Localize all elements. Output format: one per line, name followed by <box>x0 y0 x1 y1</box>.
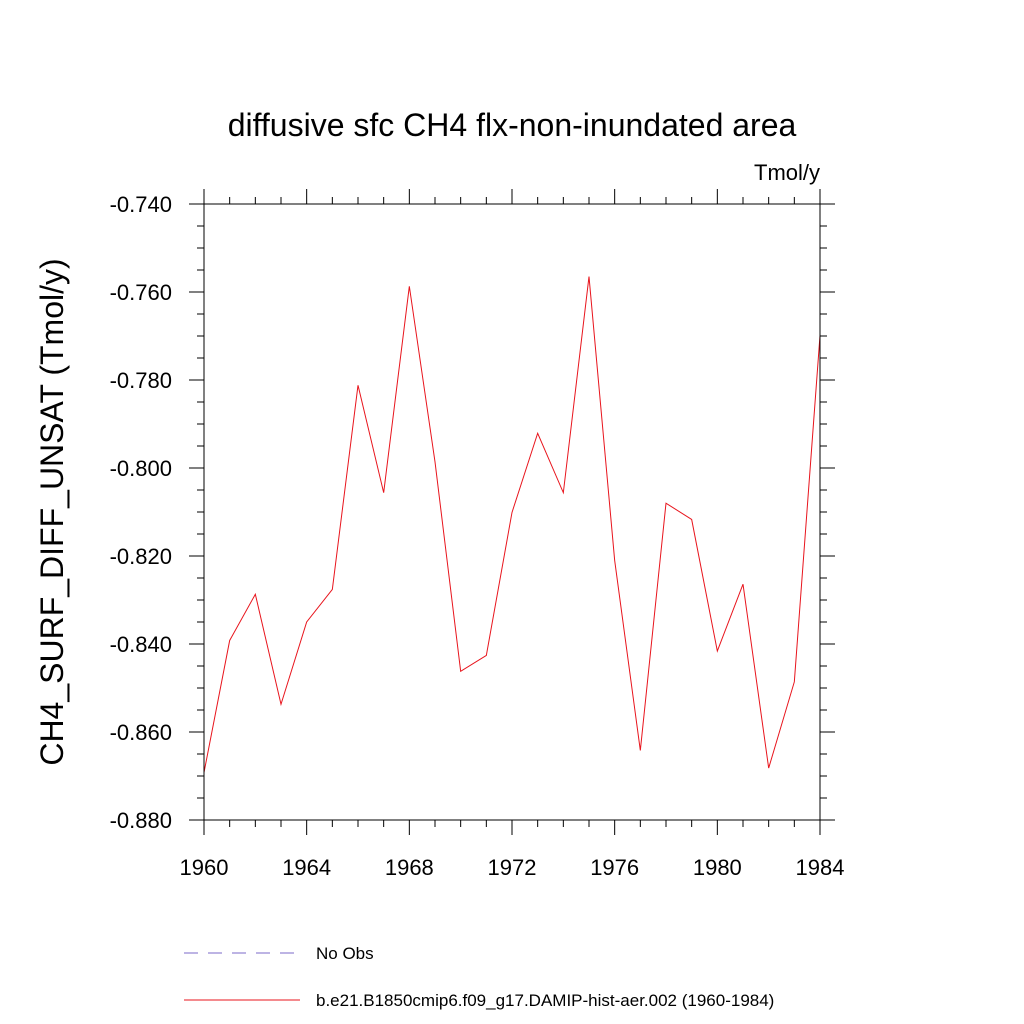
y-axis-label: CH4_SURF_DIFF_UNSAT (Tmol/y) <box>34 258 70 765</box>
units-label: Tmol/y <box>754 160 820 185</box>
y-tick-label: -0.820 <box>110 544 172 569</box>
x-tick-label: 1976 <box>590 855 639 880</box>
x-tick-label: 1964 <box>282 855 331 880</box>
y-tick-label: -0.760 <box>110 280 172 305</box>
plot-frame <box>203 203 821 821</box>
tick-labels: 1960 1964 1968 1972 1976 1980 1984 -0.740 -0.760… <box>110 192 845 880</box>
x-tick-label: 1960 <box>180 855 229 880</box>
y-tick-label: -0.840 <box>110 632 172 657</box>
y-tick-label: -0.800 <box>110 456 172 481</box>
series-layer <box>203 276 821 773</box>
legend: No Obs b.e21.B1850cmip6.f09_g17.DAMIP-hi… <box>184 944 774 1010</box>
series-line-1 <box>203 276 821 773</box>
legend-label-no-obs: No Obs <box>316 944 374 963</box>
chart-title: diffusive sfc CH4 flx-non-inundated area <box>228 107 797 143</box>
y-tick-label: -0.740 <box>110 192 172 217</box>
y-tick-label: -0.880 <box>110 808 172 833</box>
x-tick-label: 1968 <box>385 855 434 880</box>
y-tick-label: -0.860 <box>110 720 172 745</box>
x-tick-label: 1972 <box>488 855 537 880</box>
y-tick-label: -0.780 <box>110 368 172 393</box>
legend-label-model: b.e21.B1850cmip6.f09_g17.DAMIP-hist-aer.… <box>316 991 774 1010</box>
x-tick-label: 1984 <box>796 855 845 880</box>
x-tick-label: 1980 <box>693 855 742 880</box>
axis-ticks <box>189 189 835 835</box>
